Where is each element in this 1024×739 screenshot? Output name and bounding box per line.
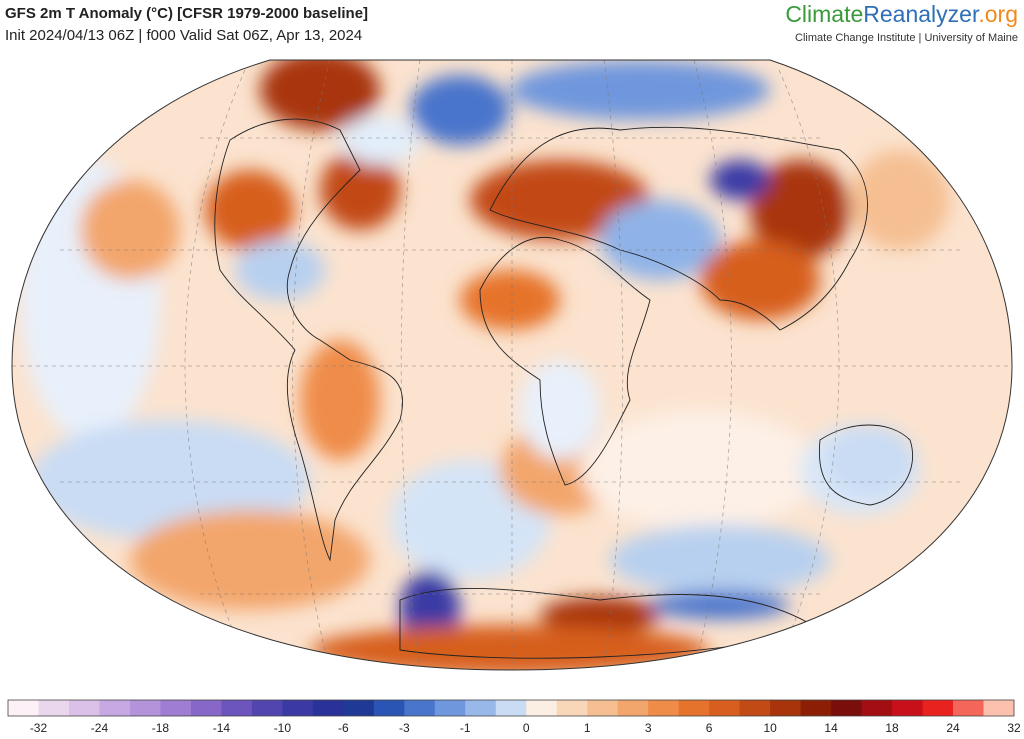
title: GFS 2m T Anomaly (°C) [CFSR 1979-2000 ba… xyxy=(5,5,368,22)
map xyxy=(12,60,1012,670)
color-swatch xyxy=(495,700,527,716)
color-swatch xyxy=(800,700,832,716)
colorbar-label: -14 xyxy=(213,721,231,735)
color-swatch xyxy=(617,700,649,716)
color-swatch xyxy=(953,700,985,716)
brand-part: .org xyxy=(978,1,1018,27)
color-swatch xyxy=(221,700,253,716)
colorbar: -32 -24 -18 -14 -10 -6 -3 -1 0 1 3 6 10 14 18 24 32 xyxy=(7,699,1021,735)
color-swatch xyxy=(312,700,344,716)
color-swatch xyxy=(251,700,283,716)
colorbar-label: -18 xyxy=(152,721,170,735)
brand-part: Climate xyxy=(785,1,863,27)
color-swatch xyxy=(404,700,436,716)
color-swatch xyxy=(526,700,558,716)
institution: Climate Change Institute | University of… xyxy=(795,32,1018,44)
colorbar-label: -10 xyxy=(274,721,292,735)
color-swatch xyxy=(465,700,497,716)
colorbar-label: -3 xyxy=(399,721,410,735)
color-swatch xyxy=(343,700,375,716)
colorbar-label: 18 xyxy=(885,721,899,735)
color-swatch xyxy=(709,700,741,716)
anomaly-field xyxy=(20,60,950,670)
brand-part: Reanalyzer xyxy=(863,1,980,27)
colorbar-label: -32 xyxy=(30,721,48,735)
color-swatch xyxy=(160,700,192,716)
color-swatch xyxy=(739,700,771,716)
colorbar-label: -6 xyxy=(338,721,349,735)
color-swatch xyxy=(129,700,161,716)
brand: ClimateReanalyzer.org xyxy=(785,1,1018,27)
colorbar-label: 0 xyxy=(523,721,530,735)
colorbar-label: 10 xyxy=(763,721,777,735)
colorbar-label: 1 xyxy=(584,721,591,735)
colorbar-label: -24 xyxy=(91,721,109,735)
color-swatch xyxy=(831,700,863,716)
color-swatch xyxy=(648,700,680,716)
color-swatch xyxy=(678,700,710,716)
color-swatch xyxy=(99,700,131,716)
colorbar-label: 6 xyxy=(706,721,713,735)
color-swatch xyxy=(282,700,314,716)
color-swatch xyxy=(770,700,802,716)
colorbar-label: 3 xyxy=(645,721,652,735)
coastline xyxy=(399,588,822,659)
color-swatch xyxy=(861,700,893,716)
color-swatch xyxy=(922,700,954,716)
coastline xyxy=(818,424,914,506)
colorbar-label: 14 xyxy=(824,721,838,735)
colorbar-label: 32 xyxy=(1007,721,1021,735)
color-swatch xyxy=(8,700,39,716)
coastline xyxy=(479,237,651,486)
color-swatch xyxy=(373,700,405,716)
graticule xyxy=(12,60,1012,670)
color-swatch xyxy=(38,700,70,716)
coastline xyxy=(489,126,868,331)
colorbar-label: -1 xyxy=(460,721,471,735)
color-swatch xyxy=(983,700,1015,716)
colorbar-frame xyxy=(7,699,1015,717)
color-swatch xyxy=(434,700,466,716)
coastline xyxy=(214,118,403,562)
colorbar-label: 24 xyxy=(946,721,960,735)
color-swatch xyxy=(892,700,924,716)
color-swatch xyxy=(587,700,619,716)
color-swatch xyxy=(556,700,588,716)
subtitle: Init 2024/04/13 06Z | f000 Valid Sat 06Z… xyxy=(5,27,362,44)
color-swatch xyxy=(190,700,222,716)
color-swatch xyxy=(68,700,100,716)
